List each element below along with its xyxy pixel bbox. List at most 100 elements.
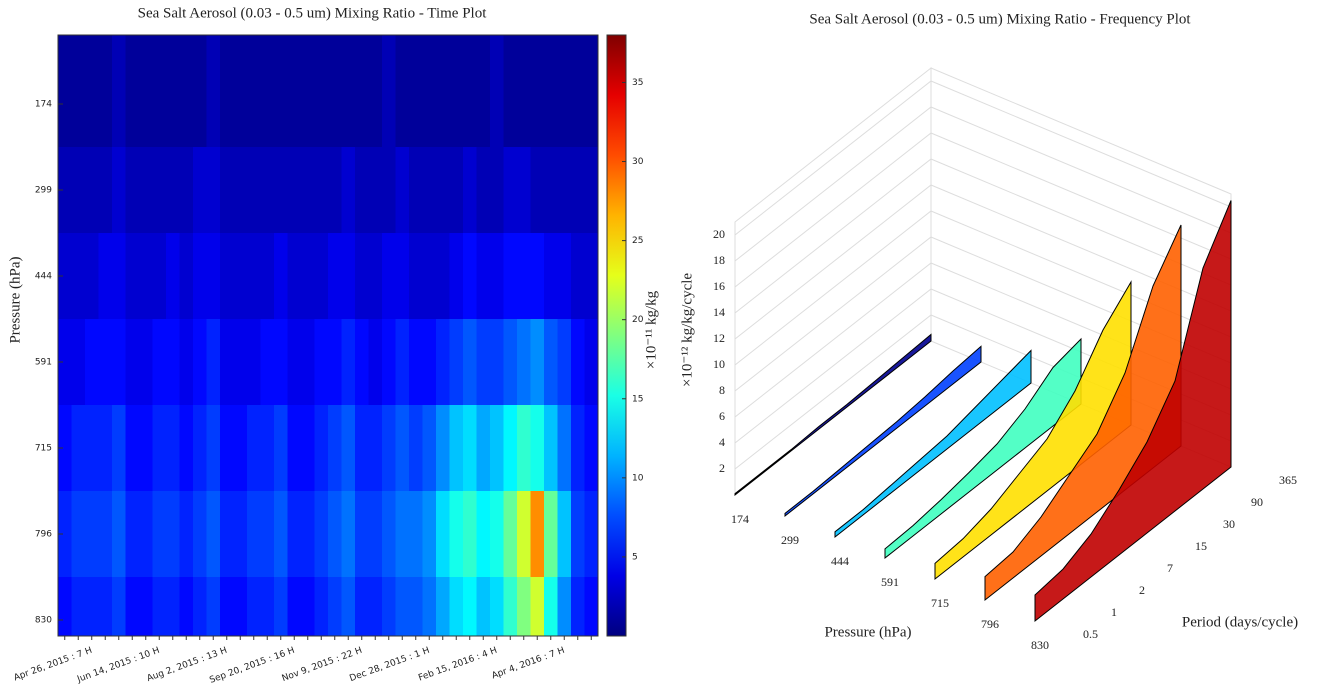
heat-cell (409, 491, 423, 577)
heat-cell (274, 35, 288, 147)
heat-cell (193, 233, 207, 319)
z-tick-label: 18 (713, 253, 725, 267)
heat-cell (71, 319, 86, 405)
heat-cell (58, 319, 72, 405)
heat-cell (314, 35, 329, 147)
heat-cell (139, 319, 153, 405)
heat-cell (301, 577, 315, 636)
heat-cell (328, 35, 342, 147)
heat-cell (584, 405, 599, 491)
heat-cell (247, 405, 261, 491)
heat-cell (503, 319, 518, 405)
heat-cell (503, 577, 518, 636)
colorbar-tick-label: 25 (632, 236, 643, 246)
z-tick-label: 8 (719, 383, 725, 397)
heat-cell (368, 491, 383, 577)
heat-cell (449, 35, 464, 147)
z-axis-label: ×10⁻¹² kg/kg/cycle (679, 273, 695, 387)
heat-cell (98, 577, 113, 636)
heat-cell (328, 577, 342, 636)
heat-cell (436, 35, 450, 147)
heat-cell (449, 147, 464, 233)
heat-cell (125, 147, 140, 233)
heat-cell (355, 319, 369, 405)
heat-cell (584, 319, 599, 405)
z-tick-label: 4 (719, 435, 725, 449)
heat-cell (395, 319, 410, 405)
heat-cell (422, 147, 437, 233)
heat-cell (314, 577, 329, 636)
heat-cell (476, 491, 491, 577)
heat-cell (341, 35, 356, 147)
heat-cell (71, 405, 86, 491)
heat-cell (355, 405, 369, 491)
heat-cell (571, 405, 585, 491)
heat-cell (179, 233, 194, 319)
heat-cell (544, 233, 558, 319)
heat-cell (517, 319, 531, 405)
y-tick-label: 90 (1251, 495, 1263, 509)
heat-cell (260, 319, 275, 405)
heat-cell (368, 147, 383, 233)
heat-cell (341, 147, 356, 233)
heat-cell (409, 577, 423, 636)
heat-cell (152, 233, 167, 319)
heat-cell (71, 35, 86, 147)
heat-cell (179, 405, 194, 491)
heat-cell (368, 319, 383, 405)
heat-cell (287, 233, 302, 319)
y-tick-label: 591 (35, 358, 52, 368)
heat-cell (260, 405, 275, 491)
heat-cell (544, 147, 558, 233)
ribbon (784, 345, 982, 518)
heat-cell (112, 319, 126, 405)
heat-cell (503, 405, 518, 491)
heat-cell (571, 577, 585, 636)
heat-cell (260, 577, 275, 636)
heat-cell (166, 147, 180, 233)
heat-cell (139, 491, 153, 577)
y-tick-label: 174 (35, 100, 52, 110)
heat-cell (58, 577, 72, 636)
heat-cell (571, 319, 585, 405)
heat-cell (436, 319, 450, 405)
heat-cell (490, 35, 504, 147)
heat-cell (341, 405, 356, 491)
heat-cell (409, 35, 423, 147)
heat-cell (449, 577, 464, 636)
heat-cell (85, 35, 99, 147)
heat-cell (179, 491, 194, 577)
heat-cell (139, 147, 153, 233)
x-tick-label: 299 (781, 533, 799, 547)
heat-cell (58, 491, 72, 577)
heat-cell (58, 233, 72, 319)
heat-cell (166, 491, 180, 577)
heat-cell (544, 491, 558, 577)
ribbon (734, 333, 932, 497)
heat-cell (463, 577, 477, 636)
heat-cell (530, 147, 545, 233)
y-tick-label: 15 (1195, 539, 1207, 553)
heat-cell (71, 491, 86, 577)
heat-cell (287, 405, 302, 491)
grid-line (734, 106, 1232, 262)
heat-cell (193, 491, 207, 577)
heat-cell (382, 491, 396, 577)
heat-cell (436, 491, 450, 577)
heat-cell (436, 233, 450, 319)
heat-cell (422, 491, 437, 577)
heat-cell (355, 147, 369, 233)
heat-cell (193, 319, 207, 405)
x-tick-label: 174 (731, 512, 749, 526)
heat-cell (206, 35, 221, 147)
heat-cell (85, 405, 99, 491)
heat-cell (287, 577, 302, 636)
heat-cell (571, 35, 585, 147)
heat-cell (85, 147, 99, 233)
heat-cell (490, 147, 504, 233)
heat-cell (490, 319, 504, 405)
heat-cell (503, 147, 518, 233)
heat-cell (382, 147, 396, 233)
heat-cell (422, 35, 437, 147)
ribbon (834, 349, 1032, 539)
